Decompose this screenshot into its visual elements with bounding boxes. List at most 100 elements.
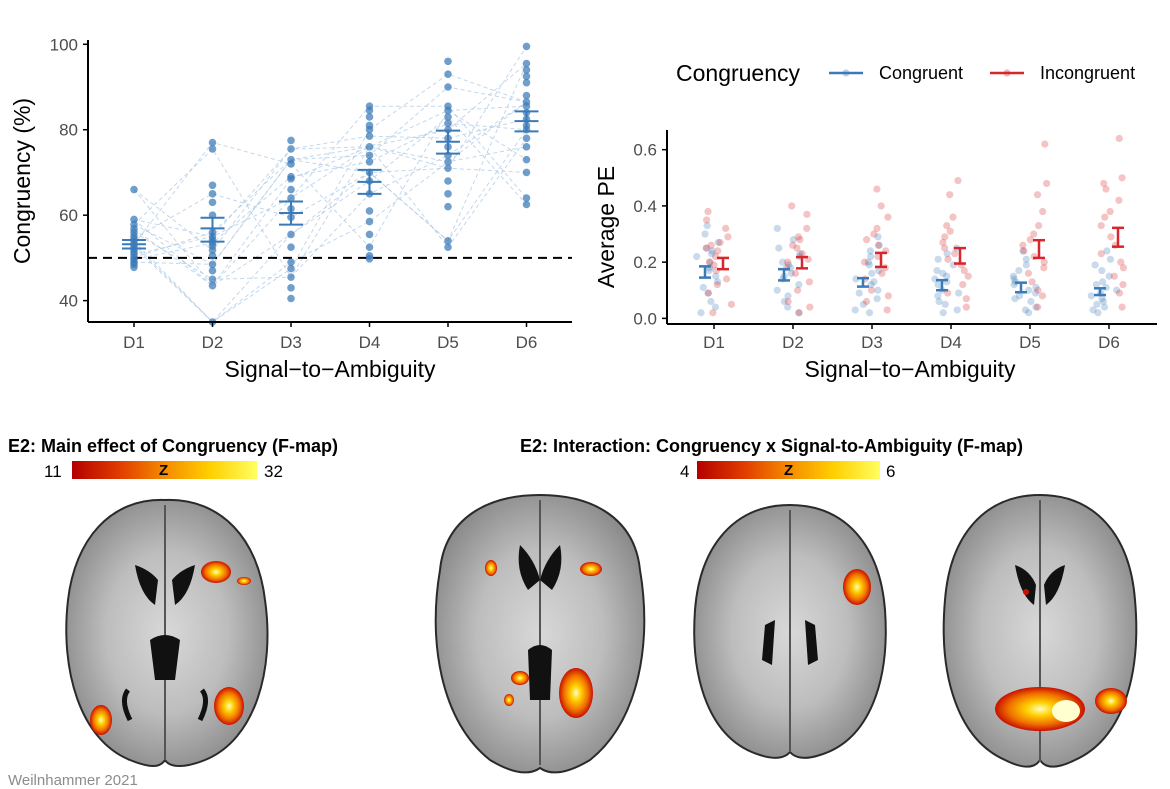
y-tick-label: 0.0	[633, 309, 657, 328]
data-point	[287, 284, 295, 292]
x-tick-label: D6	[1098, 333, 1120, 352]
data-point	[780, 297, 788, 306]
y-tick-label: 100	[50, 35, 78, 54]
data-point	[444, 102, 452, 111]
data-point	[444, 177, 452, 185]
right-scale-min: 4	[680, 462, 690, 481]
data-point	[859, 300, 868, 308]
data-point	[1119, 281, 1127, 289]
data-point	[714, 238, 722, 247]
activation-blob	[1052, 700, 1080, 722]
data-point	[873, 185, 881, 193]
activation-blob	[90, 705, 112, 735]
data-point	[287, 273, 295, 281]
left-panel-title: E2: Main effect of Congruency (F-map)	[8, 436, 339, 456]
data-point	[365, 143, 374, 151]
data-point	[713, 281, 721, 289]
credit-text: Weilnhammer 2021	[8, 772, 138, 789]
average-pe-chart: 0.0 0.2 0.4 0.6 D1 D2 D3 D4 D5 D6 Signal−to−Ambigu…	[593, 60, 1157, 382]
data-point	[939, 269, 947, 277]
data-point	[1033, 303, 1042, 311]
data-point	[287, 185, 295, 194]
data-point	[365, 251, 374, 260]
participant-line	[133, 73, 527, 323]
data-point	[1026, 236, 1034, 244]
legend-marker	[842, 69, 850, 77]
data-point	[865, 309, 874, 317]
data-point	[1019, 241, 1027, 249]
data-point	[874, 233, 882, 241]
x-tick-label: D6	[516, 333, 538, 352]
participant-line	[133, 105, 527, 238]
data-point	[365, 217, 374, 226]
data-point	[855, 289, 863, 297]
data-point	[1015, 292, 1024, 300]
data-point	[953, 306, 961, 314]
data-point	[1015, 266, 1023, 275]
data-point	[798, 250, 806, 258]
y-tick-label: 60	[59, 206, 78, 225]
legend-marker	[1003, 69, 1011, 77]
data-point	[704, 207, 712, 216]
data-point	[784, 303, 792, 311]
data-point	[714, 247, 722, 255]
data-point	[208, 190, 217, 198]
data-point	[934, 292, 942, 300]
data-point	[788, 202, 796, 210]
data-point	[444, 119, 452, 128]
data-point	[707, 241, 715, 249]
data-point	[522, 42, 531, 51]
data-point	[703, 216, 711, 224]
data-point	[805, 278, 813, 286]
data-point	[365, 207, 374, 215]
data-point	[796, 250, 804, 258]
data-point	[1103, 247, 1111, 255]
data-point	[946, 227, 954, 235]
data-point	[1021, 306, 1030, 314]
data-point	[954, 177, 962, 185]
data-point	[1102, 185, 1110, 193]
data-point	[962, 295, 970, 303]
data-point	[1041, 140, 1049, 148]
data-point	[1115, 196, 1123, 204]
data-point	[130, 185, 138, 194]
data-point	[522, 59, 531, 68]
data-point	[883, 306, 891, 314]
data-point	[784, 261, 793, 269]
y-axis-label: Congruency (%)	[9, 98, 35, 264]
data-point	[1115, 289, 1124, 297]
data-point	[697, 309, 705, 317]
data-point	[365, 121, 374, 130]
data-point	[444, 237, 452, 245]
data-point	[873, 224, 881, 233]
data-point	[862, 236, 871, 244]
data-point	[1011, 295, 1019, 303]
data-point	[784, 297, 792, 306]
data-point	[522, 134, 531, 143]
x-tick-label: D1	[123, 333, 145, 352]
data-point	[522, 200, 531, 209]
congruency-chart: 40 60 80 100 D1 D2 D3 D4 D5 D6 Signal−to−Ambiguity…	[9, 35, 572, 382]
data-point	[1022, 255, 1030, 263]
participant-line	[133, 101, 527, 323]
y-tick-label: 0.6	[633, 141, 657, 160]
data-point	[946, 191, 954, 199]
y-tick-label: 0.4	[633, 197, 657, 216]
data-point	[693, 252, 701, 261]
data-point	[1027, 297, 1035, 306]
activation-blob	[559, 668, 593, 718]
data-point	[1093, 300, 1101, 308]
data-point	[1028, 278, 1036, 286]
data-point	[287, 243, 295, 252]
data-point	[787, 269, 795, 277]
data-point	[959, 281, 967, 289]
data-point	[1092, 281, 1100, 289]
data-point	[208, 198, 217, 207]
data-point	[867, 252, 875, 261]
participant-line	[133, 63, 527, 265]
data-point	[1101, 213, 1109, 221]
participant-line	[133, 105, 527, 249]
data-point	[789, 236, 797, 244]
data-point	[287, 172, 295, 181]
data-point	[1030, 230, 1038, 238]
